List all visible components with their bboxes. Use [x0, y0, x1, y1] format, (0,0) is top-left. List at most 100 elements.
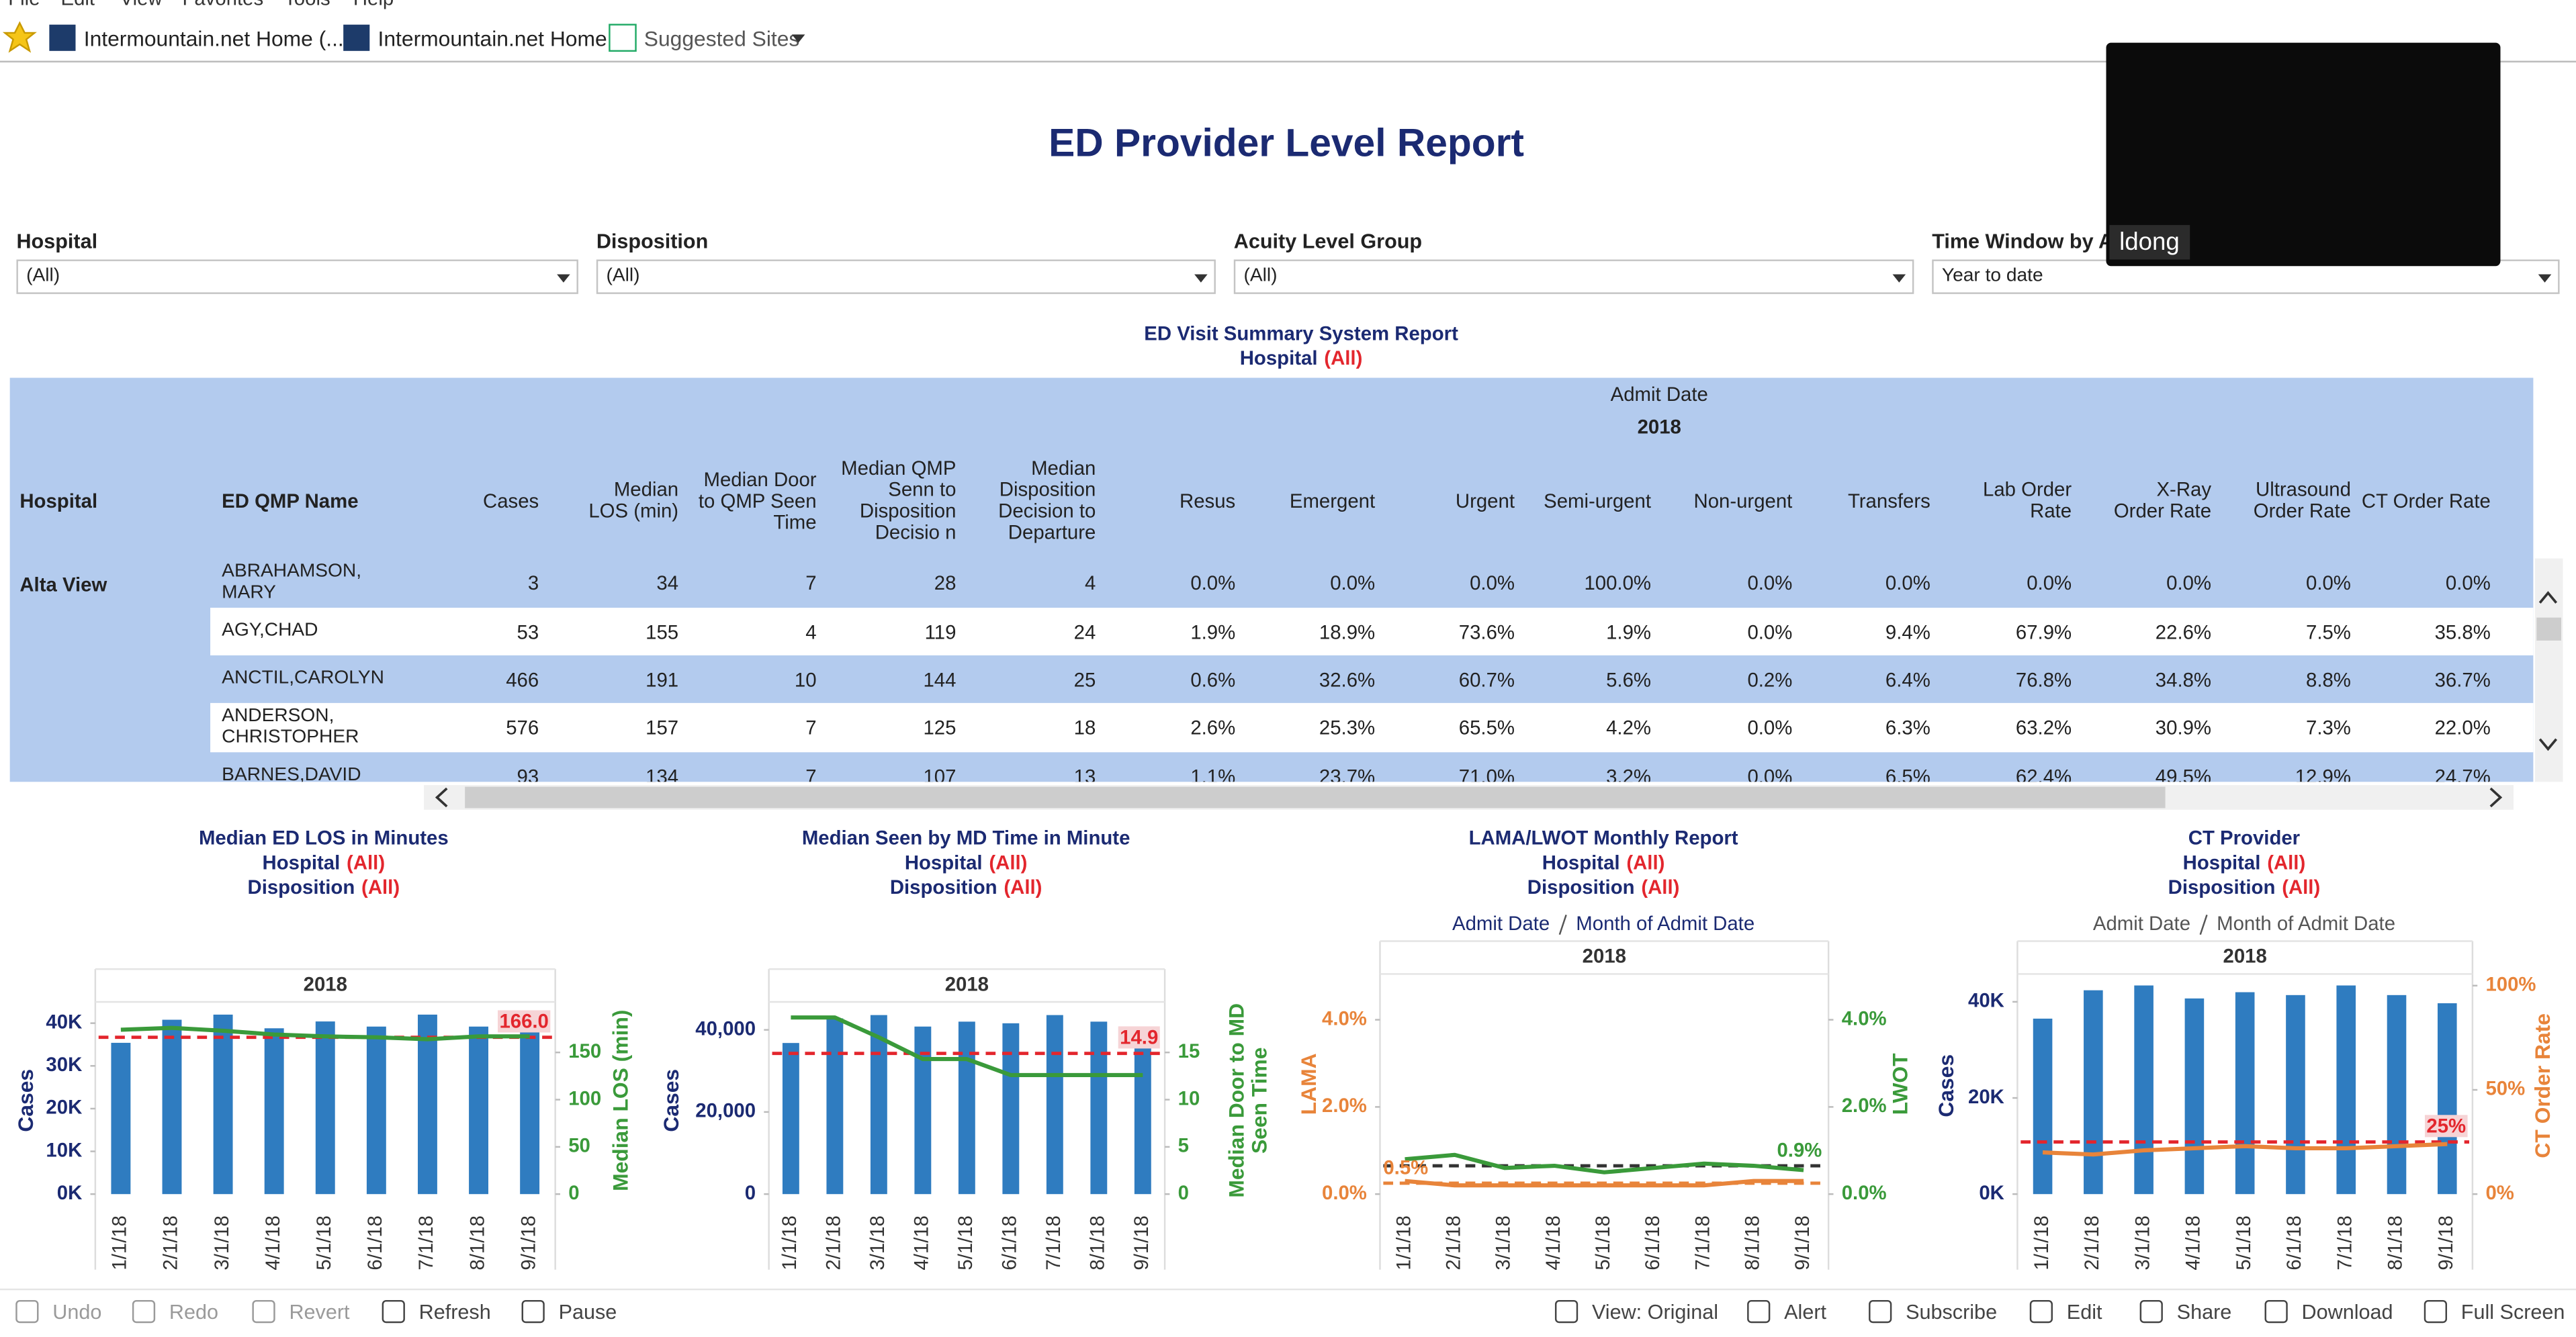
annotation: 0.9% [1777, 1140, 1822, 1162]
toolbar-button[interactable]: Subscribe [1906, 1301, 1998, 1324]
toolbar-button[interactable]: Refresh [418, 1301, 491, 1324]
x-tick-label: 7/1/18 [415, 1215, 437, 1271]
value-cell: 24 [1073, 620, 1096, 643]
menu-item[interactable]: Edit [60, 0, 95, 10]
chart-filter: Hospital (All) [1542, 851, 1665, 874]
menu-item[interactable]: File [8, 0, 40, 10]
y2-tick-label: 4.0% [1842, 1007, 1887, 1029]
y-tick-label: 40,000 [695, 1017, 756, 1040]
toolbar-icon [132, 1299, 156, 1324]
line-series [2042, 1142, 2448, 1157]
scroll-down[interactable] [2538, 738, 2558, 751]
column-header[interactable]: Median Door to QMP Seen Time [698, 467, 817, 533]
bar [1046, 1015, 1063, 1195]
value-cell: 67.9% [2015, 620, 2072, 643]
x-tick-label: 9/1/18 [2435, 1215, 2457, 1271]
value-cell: 0.0% [1190, 571, 1236, 595]
x-tick-label: 8/1/18 [2385, 1215, 2407, 1271]
column-header[interactable]: Resus [1180, 488, 1236, 512]
column-header[interactable]: Median Disposition Decision to Departure [998, 456, 1096, 544]
reference-label: 166.0 [499, 1010, 548, 1032]
filter-label: Hospital [1239, 347, 1318, 370]
scroll-left[interactable] [435, 787, 448, 808]
value-cell: 0.0% [2166, 571, 2212, 595]
favorites-star[interactable] [2, 21, 37, 53]
column-header[interactable]: Median QMP Senn to Disposition Decisio n [841, 456, 957, 544]
bar [2286, 995, 2305, 1195]
column-header[interactable]: Emergent [1289, 488, 1376, 512]
y2-tick-label: 0 [1178, 1182, 1189, 1204]
value-cell: 24.7% [2434, 764, 2491, 782]
scroll-up[interactable] [2538, 591, 2558, 604]
column-header[interactable]: Urgent [1455, 488, 1515, 512]
y2-tick-label: 50 [568, 1135, 590, 1157]
toolbar-button[interactable]: Share [2176, 1301, 2232, 1324]
x-tick-label: 2/1/18 [160, 1215, 182, 1271]
x-tick-label: 6/1/18 [999, 1215, 1021, 1271]
x-tick-label: 8/1/18 [1087, 1215, 1109, 1271]
chart-filter: Disposition (All) [248, 876, 400, 898]
menu-item[interactable]: Favorites [182, 0, 263, 10]
line-series [791, 1015, 1143, 1078]
toolbar-button[interactable]: Edit [2066, 1301, 2102, 1324]
y2-tick-label: 15 [1178, 1040, 1200, 1062]
x-tick-label: 6/1/18 [1642, 1215, 1664, 1271]
filter-dropdown[interactable]: (All) [596, 259, 1216, 294]
bar [2033, 1018, 2053, 1195]
column-header[interactable]: Cases [483, 488, 539, 512]
column-header[interactable]: Median LOS (min) [588, 477, 679, 522]
chart-title: Median ED LOS in Minutes [199, 827, 449, 849]
value-cell: 7.5% [2306, 620, 2351, 643]
y-axis-title: Cases [1933, 1054, 1959, 1117]
value-cell: 34.8% [2155, 667, 2212, 691]
toolbar-button: Revert [289, 1301, 350, 1324]
menu-item[interactable]: Tools [284, 0, 330, 10]
x-tick-label: 3/1/18 [867, 1215, 889, 1271]
column-header[interactable]: X-Ray Order Rate [2113, 477, 2212, 522]
column-header[interactable]: Semi-urgent [1544, 488, 1652, 512]
bar [826, 1018, 844, 1195]
y2-tick-label: 2.0% [1842, 1095, 1887, 1117]
v-scroll-thumb[interactable] [2536, 617, 2561, 641]
h-scroll-thumb[interactable] [465, 786, 2166, 809]
toolbar-button[interactable]: Download [2301, 1301, 2393, 1324]
dropdown-caret [791, 34, 805, 43]
value-cell: 9.4% [1885, 620, 1930, 643]
chart-filter: Disposition (All) [890, 876, 1042, 898]
table-filter: Hospital (All) [0, 347, 2576, 369]
menu-item[interactable]: Help [353, 0, 394, 10]
toolbar-button[interactable]: View: Original [1591, 1301, 1719, 1324]
favorite-link[interactable]: Intermountain.net Home [377, 26, 607, 51]
y2-tick-label: 50% [2485, 1078, 2525, 1100]
toolbar-button[interactable]: Full Screen [2460, 1301, 2565, 1324]
filter-dropdown[interactable]: (All) [1233, 259, 1914, 294]
favorite-link[interactable]: Intermountain.net Home (... [83, 26, 344, 51]
value-cell: 0.6% [1190, 667, 1236, 691]
filter-dropdown[interactable]: (All) [16, 259, 578, 294]
y2-tick-label: 10 [1178, 1087, 1200, 1109]
value-cell: 23.7% [1319, 764, 1376, 782]
bar [2184, 998, 2205, 1195]
value-cell: 1.9% [1606, 620, 1652, 643]
column-header[interactable]: Ultrasound Order Rate [2253, 477, 2351, 522]
value-cell: 6.3% [1885, 716, 1930, 739]
summary-table: Admit Date 2018 Hospital ED QMP Name Cases Me… [9, 377, 2534, 782]
scroll-right[interactable] [2489, 787, 2503, 808]
filter-value: Year to date [1941, 266, 2043, 286]
column-header[interactable]: Non-urgent [1693, 488, 1793, 512]
column-header[interactable]: Transfers [1847, 488, 1930, 512]
bar [958, 1021, 975, 1195]
menu-item[interactable]: View [120, 0, 163, 10]
y-axis-title: LAMA [1296, 1053, 1321, 1115]
toolbar-button[interactable]: Pause [558, 1301, 617, 1324]
column-header[interactable]: CT Order Rate [2361, 488, 2491, 512]
favorite-link[interactable]: Suggested Sites [643, 26, 800, 51]
toolbar-button[interactable]: Alert [1784, 1301, 1826, 1324]
value-cell: 49.5% [2155, 764, 2212, 782]
column-header[interactable]: Lab Order Rate [1982, 477, 2072, 522]
x-tick-label: 3/1/18 [2131, 1215, 2153, 1271]
y-tick-label: 40K [1968, 990, 2004, 1012]
value-cell: 0.0% [1747, 716, 1793, 739]
